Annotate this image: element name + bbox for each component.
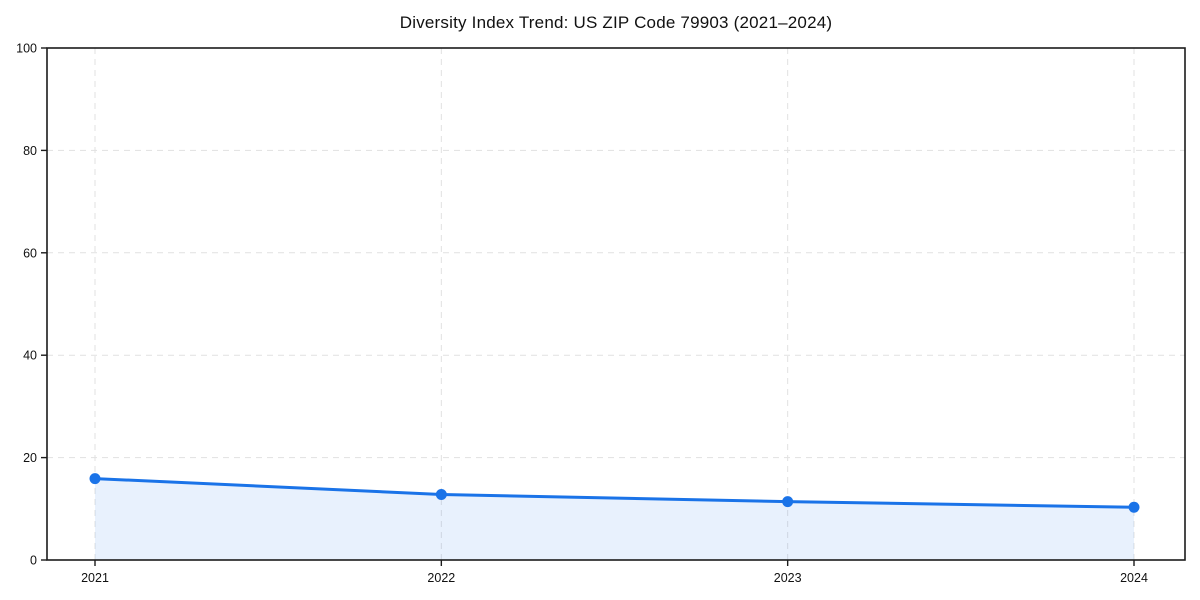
area-fill [95, 478, 1134, 560]
trend-line [93, 477, 1136, 509]
y-axis-tick-label: 60 [23, 246, 37, 260]
data-point-2024 [1128, 501, 1140, 513]
y-axis-tick-label: 20 [23, 451, 37, 465]
y-axis-tick-label: 40 [23, 349, 37, 363]
x-axis-tick-label: 2024 [1120, 571, 1148, 585]
data-point-2022 [435, 488, 447, 500]
y-axis-tick-label: 80 [23, 144, 37, 158]
plot-border [46, 47, 1186, 561]
chart-title: Diversity Index Trend: US ZIP Code 79903… [399, 13, 833, 32]
x-axis-tick-label: 2021 [81, 571, 109, 585]
data-point-2023 [782, 496, 794, 508]
x-axis-tick-label: 2023 [774, 571, 802, 585]
x-axis-tick-label: 2022 [427, 571, 455, 585]
y-axis-tick-label: 0 [30, 554, 37, 568]
data-point-2021 [89, 473, 101, 485]
y-axis-tick-label: 100 [16, 42, 37, 56]
